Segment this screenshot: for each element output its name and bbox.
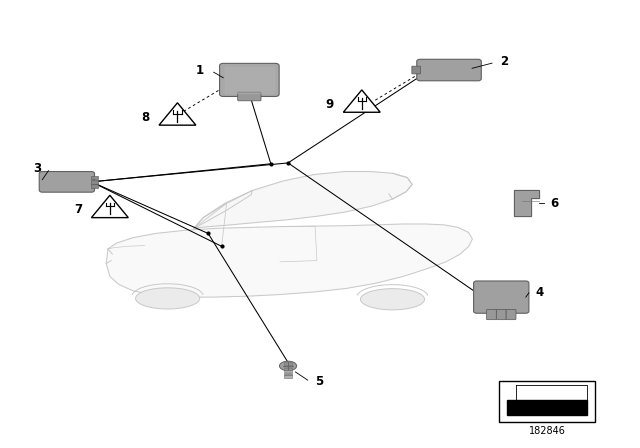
Bar xyxy=(499,381,595,422)
Text: 3: 3 xyxy=(33,163,42,176)
FancyBboxPatch shape xyxy=(486,310,497,320)
FancyBboxPatch shape xyxy=(39,172,95,192)
FancyBboxPatch shape xyxy=(474,281,529,313)
FancyBboxPatch shape xyxy=(92,176,97,179)
Text: 2: 2 xyxy=(500,55,508,68)
Bar xyxy=(284,368,292,370)
Text: 9: 9 xyxy=(326,98,334,111)
Polygon shape xyxy=(225,67,274,93)
FancyBboxPatch shape xyxy=(506,310,516,320)
Polygon shape xyxy=(507,401,588,415)
FancyBboxPatch shape xyxy=(220,63,279,96)
FancyBboxPatch shape xyxy=(92,180,97,184)
Polygon shape xyxy=(194,172,412,228)
Ellipse shape xyxy=(360,289,424,310)
Text: 6: 6 xyxy=(550,197,559,210)
Bar xyxy=(284,373,292,375)
Polygon shape xyxy=(106,224,472,297)
FancyBboxPatch shape xyxy=(417,59,481,81)
FancyBboxPatch shape xyxy=(412,66,420,74)
Polygon shape xyxy=(159,103,196,125)
Text: 1: 1 xyxy=(196,64,204,77)
FancyBboxPatch shape xyxy=(92,185,97,188)
FancyBboxPatch shape xyxy=(237,92,261,101)
Text: 5: 5 xyxy=(315,375,323,388)
Polygon shape xyxy=(343,90,380,112)
FancyBboxPatch shape xyxy=(497,310,506,320)
Ellipse shape xyxy=(136,288,200,309)
Ellipse shape xyxy=(280,361,297,370)
Bar xyxy=(284,362,292,365)
Text: 7: 7 xyxy=(74,203,82,216)
Polygon shape xyxy=(92,195,128,218)
Text: 8: 8 xyxy=(141,111,150,124)
Bar xyxy=(284,370,292,372)
Text: 182846: 182846 xyxy=(529,426,566,436)
Polygon shape xyxy=(514,190,539,216)
Bar xyxy=(284,375,292,378)
Bar xyxy=(284,365,292,367)
Polygon shape xyxy=(516,385,588,401)
Text: 4: 4 xyxy=(536,286,544,299)
